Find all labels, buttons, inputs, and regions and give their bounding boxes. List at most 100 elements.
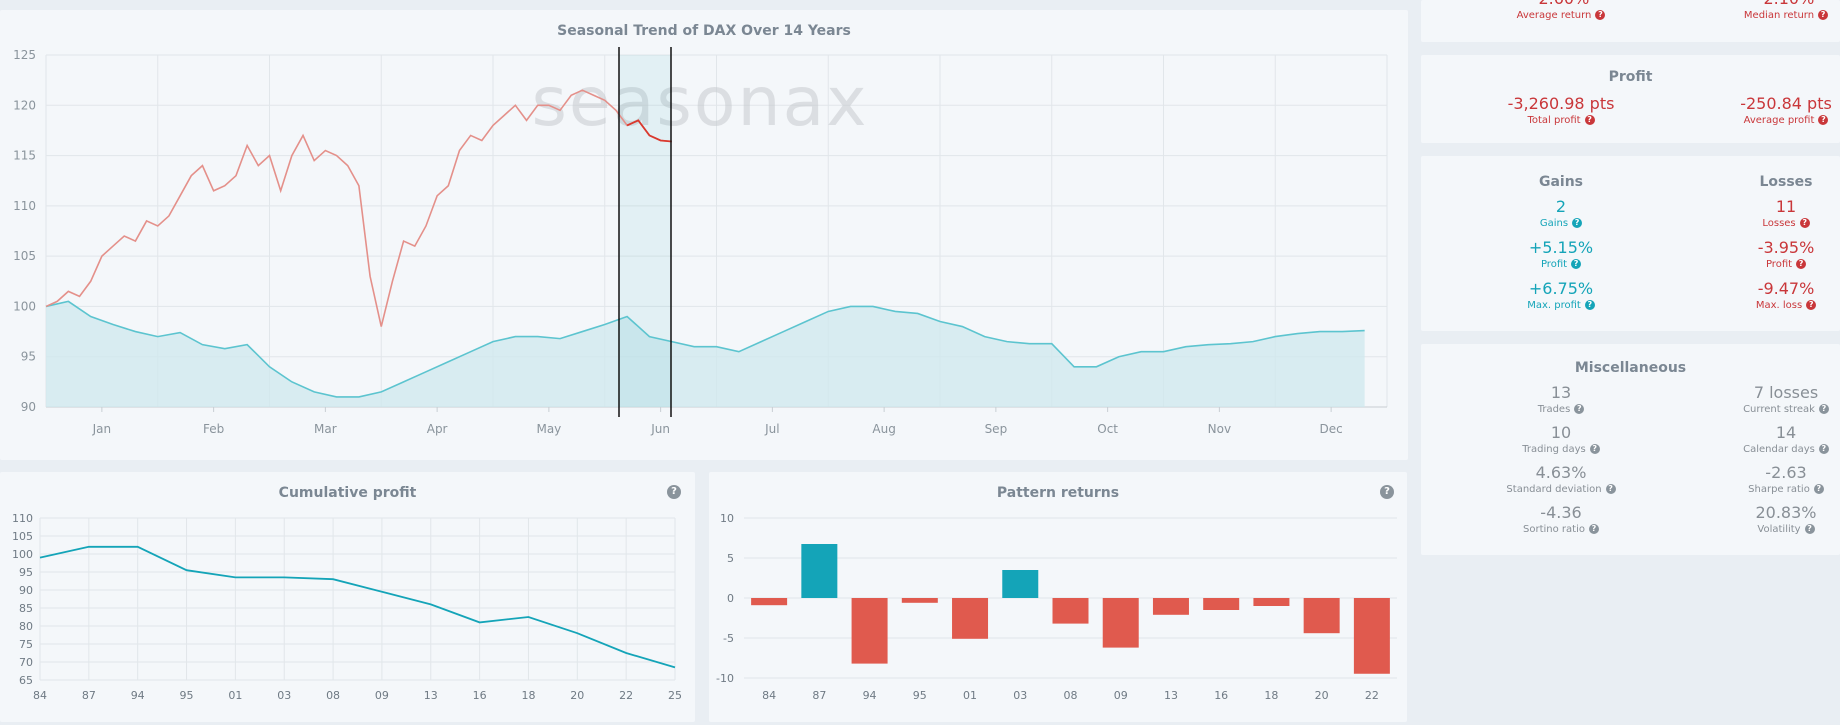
y-tick-label: 100 bbox=[13, 299, 36, 313]
y-tick-label: 95 bbox=[19, 566, 33, 579]
seasonal-chart[interactable]: 125 120 115 110 105 100 95 90 Jan Feb Mar Apr May Jun… bbox=[0, 10, 1408, 460]
average-profit-help-icon[interactable]: ? bbox=[1818, 115, 1829, 125]
average-pattern-line bbox=[45, 300, 1365, 398]
month-label: Jun bbox=[650, 422, 670, 436]
return-bar bbox=[1102, 598, 1139, 648]
pattern-returns-title: Pattern returns bbox=[996, 485, 1120, 501]
pattern-returns-chart: 10 5 0 -5 -10 84 87 94 95 01 03 08 09 13 16 18 20 22 bbox=[716, 512, 1397, 702]
pattern-help-icon[interactable]: ? bbox=[1380, 485, 1394, 499]
misc-stat: -2.63 Sharpe ratio? bbox=[1716, 464, 1840, 496]
seasonal-chart-title: Seasonal Trend of DAX Over 14 Years bbox=[557, 23, 851, 39]
current-year-window-line bbox=[626, 119, 672, 143]
losses-profit-stat: -3.95% Profit? bbox=[1716, 239, 1840, 271]
max-profit-help-icon[interactable]: ? bbox=[1584, 300, 1595, 310]
y-tick-label: 85 bbox=[19, 602, 33, 615]
y-tick-label: 90 bbox=[19, 584, 33, 597]
losses-profit-help-icon[interactable]: ? bbox=[1796, 259, 1807, 269]
month-label: Jul bbox=[764, 422, 779, 436]
x-tick-label: 16 bbox=[473, 689, 487, 702]
misc-stat-value: 7 losses bbox=[1753, 383, 1819, 402]
y-tick-label: 120 bbox=[13, 98, 36, 112]
gains-profit-stat: +5.15% Profit? bbox=[1491, 239, 1631, 271]
max-loss-help-icon[interactable]: ? bbox=[1806, 300, 1817, 310]
y-tick-label: 80 bbox=[19, 620, 33, 633]
x-tick-label: 13 bbox=[1164, 689, 1178, 702]
x-tick-label: 08 bbox=[326, 689, 340, 702]
x-tick-label: 84 bbox=[762, 689, 776, 702]
misc-stat: 13 Trades? bbox=[1491, 384, 1631, 416]
sidebar-bottom-panel bbox=[1421, 568, 1840, 725]
average-return-stat: -2.60% Average return? bbox=[1491, 0, 1631, 22]
x-tick-label: 20 bbox=[570, 689, 584, 702]
x-tick-label: 03 bbox=[277, 689, 291, 702]
y-tick-label: 0 bbox=[727, 592, 734, 605]
x-tick-label: 95 bbox=[913, 689, 927, 702]
selected-window-band bbox=[619, 55, 671, 407]
month-label: Mar bbox=[314, 422, 337, 436]
y-tick-label: -5 bbox=[723, 632, 734, 645]
cumulative-profit-line bbox=[39, 545, 676, 669]
month-label: Nov bbox=[1208, 422, 1231, 436]
month-label: Dec bbox=[1320, 422, 1343, 436]
misc-stat-value: 14 bbox=[1775, 423, 1797, 442]
misc-stat-label: Sortino ratio bbox=[1523, 524, 1585, 535]
misc-stat-help-icon[interactable]: ? bbox=[1813, 484, 1824, 494]
return-bar bbox=[1253, 598, 1290, 606]
seasonal-chart-panel: Seasonal Trend of DAX Over 14 Years 125 1… bbox=[0, 10, 1408, 460]
max-profit-label: Max. profit bbox=[1527, 300, 1581, 311]
x-tick-label: 84 bbox=[33, 689, 47, 702]
misc-stat-help-icon[interactable]: ? bbox=[1588, 524, 1599, 534]
misc-stat-help-icon[interactable]: ? bbox=[1818, 444, 1829, 454]
average-profit-value: -250.84 pts bbox=[1740, 94, 1832, 113]
gains-count-value: 2 bbox=[1555, 197, 1567, 216]
return-bar bbox=[1353, 598, 1390, 674]
pattern-returns-panel: Pattern returns ? 10 5 0 -5 -10 84 87 94 95 01 03 0… bbox=[709, 472, 1407, 722]
average-return-value: -2.60% bbox=[1491, 0, 1631, 8]
return-bar bbox=[851, 598, 888, 664]
misc-stat-value: 4.63% bbox=[1535, 463, 1587, 482]
y-tick-label: 110 bbox=[13, 199, 36, 213]
misc-stat: 4.63% Standard deviation? bbox=[1491, 464, 1631, 496]
average-return-help-icon[interactable]: ? bbox=[1595, 10, 1606, 20]
y-tick-label: 10 bbox=[720, 512, 734, 525]
misc-stat-value: 13 bbox=[1550, 383, 1572, 402]
losses-profit-label: Profit bbox=[1765, 259, 1793, 270]
month-label: Jan bbox=[92, 422, 112, 436]
median-return-value: -2.10% bbox=[1716, 0, 1840, 8]
gains-profit-help-icon[interactable]: ? bbox=[1571, 259, 1582, 269]
misc-stat-help-icon[interactable]: ? bbox=[1589, 444, 1600, 454]
misc-stat-help-icon[interactable]: ? bbox=[1574, 404, 1585, 414]
total-profit-value: -3,260.98 pts bbox=[1507, 94, 1615, 113]
y-tick-label: 105 bbox=[13, 249, 36, 263]
cumulative-help-icon[interactable]: ? bbox=[667, 485, 681, 499]
misc-stat-help-icon[interactable]: ? bbox=[1605, 484, 1616, 494]
x-tick-label: 20 bbox=[1315, 689, 1329, 702]
misc-stat-help-icon[interactable]: ? bbox=[1818, 404, 1829, 414]
x-tick-label: 01 bbox=[228, 689, 242, 702]
x-tick-label: 09 bbox=[375, 689, 389, 702]
max-loss-value: -9.47% bbox=[1757, 279, 1815, 298]
return-bar bbox=[1052, 598, 1089, 624]
gains-count-label: Gains bbox=[1539, 218, 1569, 229]
median-return-help-icon[interactable]: ? bbox=[1818, 10, 1829, 20]
return-bar bbox=[801, 544, 838, 598]
gains-count-help-icon[interactable]: ? bbox=[1572, 218, 1583, 228]
x-tick-label: 94 bbox=[131, 689, 145, 702]
average-pattern-area bbox=[46, 301, 1365, 407]
cumulative-profit-panel: Cumulative profit ? 84 87 94 95 01 03 08 09 13 16… bbox=[0, 472, 695, 722]
total-profit-help-icon[interactable]: ? bbox=[1584, 115, 1595, 125]
total-profit-stat: -3,260.98 pts Total profit? bbox=[1481, 95, 1641, 127]
max-loss-label: Max. loss bbox=[1755, 300, 1803, 311]
x-tick-label: 22 bbox=[619, 689, 633, 702]
losses-count-help-icon[interactable]: ? bbox=[1799, 218, 1810, 228]
misc-stat-help-icon[interactable]: ? bbox=[1804, 524, 1815, 534]
month-label: Aug bbox=[872, 422, 895, 436]
month-label: Sep bbox=[985, 422, 1008, 436]
month-label: Oct bbox=[1097, 422, 1118, 436]
x-tick-label: 03 bbox=[1013, 689, 1027, 702]
x-tick-label: 94 bbox=[863, 689, 877, 702]
current-year-line bbox=[45, 89, 672, 327]
x-tick-label: 13 bbox=[424, 689, 438, 702]
miscellaneous-panel: Miscellaneous 13 Trades? 7 losses Current s… bbox=[1421, 344, 1840, 555]
misc-stat-label: Current streak bbox=[1743, 404, 1815, 415]
